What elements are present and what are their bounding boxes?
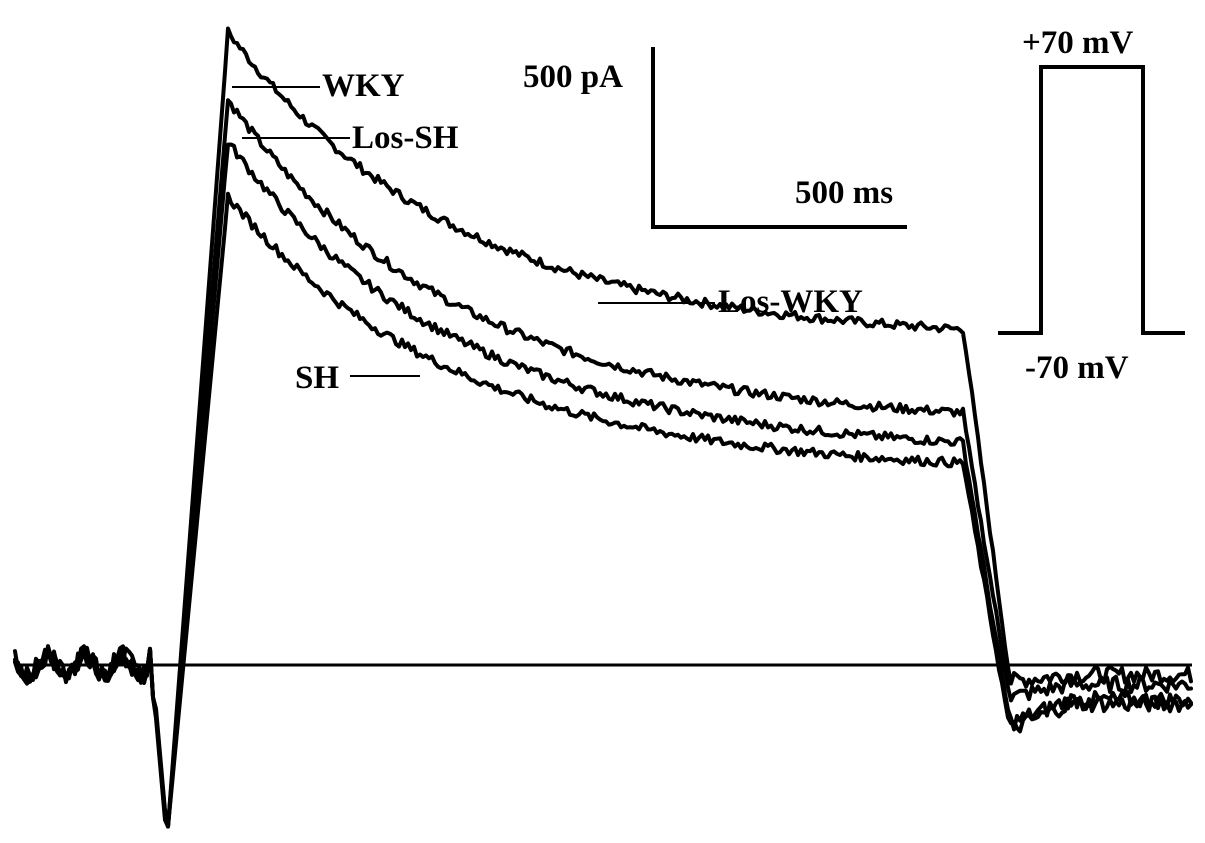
voltage-protocol-step [998, 65, 1185, 335]
current-scale-label: 500 pA [523, 59, 623, 95]
trace-sh [13, 191, 1193, 829]
current-traces [13, 26, 1193, 829]
series-label-los-wky: Los-WKY [718, 284, 863, 320]
step-voltage-label: +70 mV [1022, 25, 1134, 61]
series-label-wky: WKY [322, 68, 405, 104]
trace-wky [13, 26, 1193, 829]
trace-los-sh [13, 98, 1193, 829]
holding-voltage-label: -70 mV [1025, 350, 1129, 386]
time-scale-label: 500 ms [795, 175, 893, 211]
series-label-los-sh: Los-SH [352, 120, 459, 156]
scale-bar [651, 47, 907, 229]
series-label-sh: SH [295, 360, 339, 396]
trace-los-wky [13, 142, 1193, 829]
